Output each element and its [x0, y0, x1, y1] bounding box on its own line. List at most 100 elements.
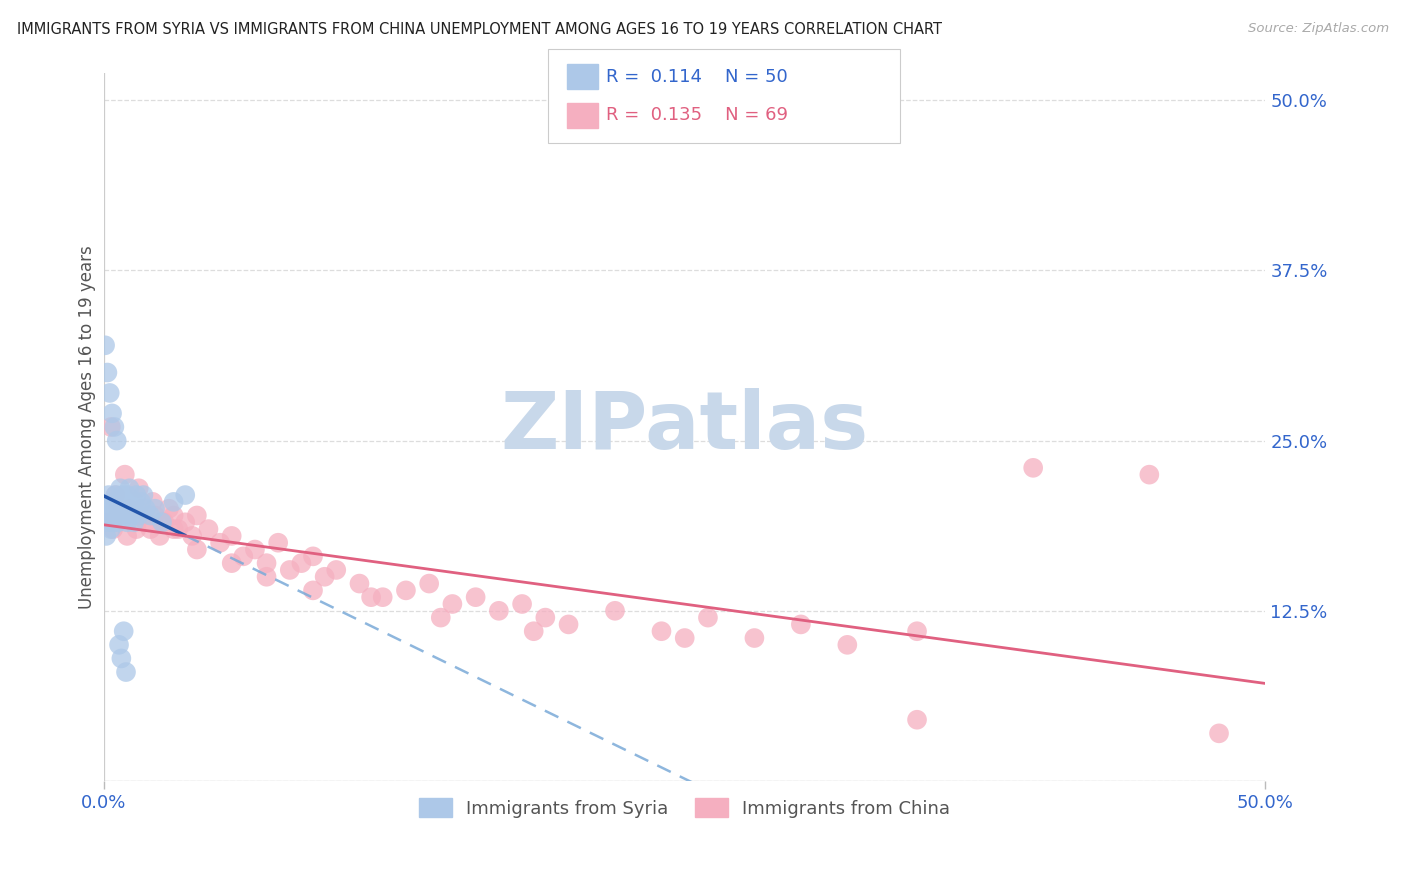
Point	[135, 501, 157, 516]
Point	[115, 665, 138, 679]
Point	[96, 516, 118, 530]
Point	[157, 501, 180, 516]
Point	[314, 570, 336, 584]
Point	[121, 501, 143, 516]
Point	[167, 522, 190, 536]
Point	[114, 508, 136, 523]
Point	[162, 522, 184, 536]
Point	[418, 576, 440, 591]
Point	[1022, 460, 1045, 475]
Point	[153, 516, 176, 530]
Point	[673, 631, 696, 645]
Point	[1208, 726, 1230, 740]
Point	[105, 434, 128, 448]
Point	[441, 597, 464, 611]
Point	[697, 610, 720, 624]
Point	[325, 563, 347, 577]
Point	[162, 508, 184, 523]
Point	[121, 508, 143, 523]
Point	[186, 542, 208, 557]
Point	[107, 516, 129, 530]
Text: ZIPatlas: ZIPatlas	[501, 388, 869, 466]
Point	[103, 516, 125, 530]
Point	[111, 488, 134, 502]
Point	[256, 556, 278, 570]
Point	[174, 488, 197, 502]
Point	[97, 488, 120, 502]
Point	[349, 576, 371, 591]
Point	[111, 508, 134, 523]
Point	[371, 590, 394, 604]
Point	[125, 501, 148, 516]
Point	[125, 488, 148, 502]
Point	[905, 624, 928, 639]
Point	[98, 508, 121, 523]
Point	[94, 338, 117, 352]
Point	[118, 501, 141, 516]
Point	[790, 617, 813, 632]
Point	[139, 508, 162, 523]
Point	[97, 516, 120, 530]
Point	[108, 481, 131, 495]
Point	[111, 501, 134, 516]
Point	[103, 495, 125, 509]
Point	[256, 570, 278, 584]
Point	[97, 501, 120, 516]
Point	[162, 495, 184, 509]
Point	[107, 501, 129, 516]
Point	[122, 516, 145, 530]
Point	[125, 522, 148, 536]
Point	[174, 516, 197, 530]
Point	[302, 583, 325, 598]
Point	[96, 366, 118, 380]
Point	[650, 624, 672, 639]
Y-axis label: Unemployment Among Ages 16 to 19 years: Unemployment Among Ages 16 to 19 years	[79, 245, 96, 609]
Point	[150, 516, 173, 530]
Point	[395, 583, 418, 598]
Point	[112, 624, 135, 639]
Point	[128, 481, 150, 495]
Point	[104, 488, 127, 502]
Point	[488, 604, 510, 618]
Point	[100, 501, 122, 516]
Point	[107, 501, 129, 516]
Point	[744, 631, 766, 645]
Point	[143, 501, 166, 516]
Point	[430, 610, 453, 624]
Point	[110, 651, 132, 665]
Point	[278, 563, 301, 577]
Point	[221, 529, 243, 543]
Point	[110, 508, 132, 523]
Point	[302, 549, 325, 564]
Text: R =  0.114    N = 50: R = 0.114 N = 50	[606, 68, 787, 86]
Point	[108, 638, 131, 652]
Point	[101, 406, 124, 420]
Point	[534, 610, 557, 624]
Point	[103, 522, 125, 536]
Point	[104, 508, 127, 523]
Point	[603, 604, 626, 618]
Point	[114, 495, 136, 509]
Point	[360, 590, 382, 604]
Text: Source: ZipAtlas.com: Source: ZipAtlas.com	[1249, 22, 1389, 36]
Point	[100, 420, 122, 434]
Point	[290, 556, 312, 570]
Point	[221, 556, 243, 570]
Point	[103, 420, 125, 434]
Point	[96, 529, 118, 543]
Point	[267, 535, 290, 549]
Point	[128, 508, 150, 523]
Point	[243, 542, 266, 557]
Point	[118, 481, 141, 495]
Text: R =  0.135    N = 69: R = 0.135 N = 69	[606, 106, 787, 124]
Point	[209, 535, 232, 549]
Point	[118, 495, 141, 509]
Point	[104, 488, 127, 502]
Point	[523, 624, 546, 639]
Point	[108, 495, 131, 509]
Point	[129, 495, 152, 509]
Point	[905, 713, 928, 727]
Text: IMMIGRANTS FROM SYRIA VS IMMIGRANTS FROM CHINA UNEMPLOYMENT AMONG AGES 16 TO 19 : IMMIGRANTS FROM SYRIA VS IMMIGRANTS FROM…	[17, 22, 942, 37]
Point	[232, 549, 254, 564]
Point	[149, 529, 172, 543]
